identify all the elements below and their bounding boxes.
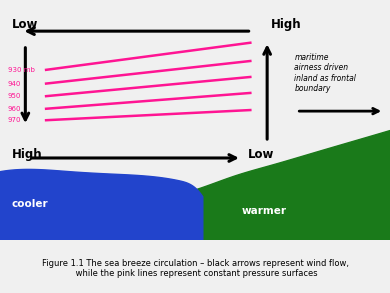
Text: Low: Low [248, 148, 274, 161]
Text: 930 mb: 930 mb [8, 67, 35, 73]
Text: 940: 940 [8, 81, 21, 87]
Text: 970: 970 [8, 117, 21, 123]
Polygon shape [0, 131, 390, 240]
Text: cooler: cooler [12, 199, 48, 209]
Text: High: High [271, 18, 302, 31]
Text: Figure 1.1 The sea breeze circulation – black arrows represent wind flow,
 while: Figure 1.1 The sea breeze circulation – … [41, 259, 349, 278]
Polygon shape [0, 169, 203, 240]
Text: warmer: warmer [242, 206, 287, 216]
Text: Low: Low [12, 18, 38, 31]
Text: 950: 950 [8, 93, 21, 99]
Text: 960: 960 [8, 106, 21, 112]
Text: High: High [12, 148, 43, 161]
Text: maritime
airness driven
inland as frontal
boundary: maritime airness driven inland as fronta… [294, 53, 356, 93]
